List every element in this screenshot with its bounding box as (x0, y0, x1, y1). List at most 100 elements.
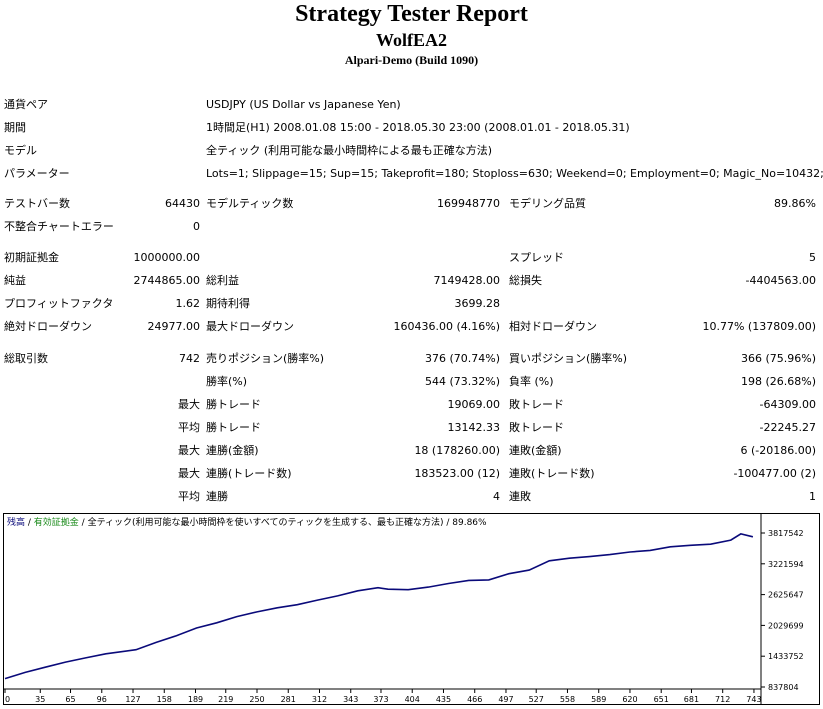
period-value: 1時間足(H1) 2008.01.08 15:00 - 2018.05.30 2… (206, 121, 630, 134)
short-positions-label: 売りポジション(勝率%) (206, 352, 325, 365)
x-tick-label: 712 (715, 695, 730, 704)
params-label: パラメーター (4, 167, 70, 180)
expected-payoff-value: 3699.28 (454, 297, 501, 310)
x-tick-label: 497 (498, 695, 513, 704)
x-tick-label: 35 (35, 695, 45, 704)
chart-legend-text: 残高 / 有効証拠金 / 全ティック(利用可能な最小時間枠を使いすべてのティック… (7, 516, 487, 528)
x-tick-label: 127 (125, 695, 140, 704)
max-cons-losses-count-value: -100477.00 (2) (733, 467, 816, 480)
server-build: Alpari-Demo (Build 1090) (344, 53, 479, 67)
long-positions-label: 買いポジション(勝率%) (509, 352, 628, 365)
average-profit-trade-value: 13142.33 (447, 421, 501, 434)
avg-cons-losses-label: 連敗 (509, 490, 531, 503)
total-trades-label: 総取引数 (4, 352, 48, 365)
gross-profit-value: 7149428.00 (433, 274, 500, 287)
largest-profit-trade-label: 勝トレード (206, 398, 261, 411)
avg-cons-losses-value: 1 (809, 490, 816, 503)
mismatch-label: 不整合チャートエラー (4, 220, 114, 233)
max-cons-amount-word: 最大 (178, 444, 200, 457)
max-cons-losses-count-label: 連敗(トレード数) (509, 467, 595, 480)
balance-line (4, 533, 754, 680)
average-profit-trade-label: 勝トレード (206, 421, 261, 434)
ticks-label: モデルティック数 (206, 197, 294, 210)
y-tick-label: 3817542 (768, 529, 804, 538)
params-value: Lots=1; Slippage=15; Sup=15; Takeprofit=… (206, 167, 823, 180)
net-profit-label: 純益 (4, 274, 26, 287)
y-tick-label: 3221594 (768, 560, 804, 569)
symbol-value: USDJPY (US Dollar vs Japanese Yen) (206, 98, 401, 111)
largest-loss-trade-label: 敗トレード (509, 398, 564, 411)
model-label: モデル (4, 144, 37, 157)
x-tick-label: 343 (343, 695, 358, 704)
balance-chart-svg: 残高 / 有効証拠金 / 全ティック(利用可能な最小時間枠を使いすべてのティック… (3, 513, 820, 705)
spread-value: 5 (809, 251, 816, 264)
x-tick-label: 620 (622, 695, 637, 704)
x-tick-label: 65 (65, 695, 75, 704)
quality-label: モデリング品質 (509, 197, 586, 210)
x-tick-label: 281 (281, 695, 296, 704)
maximal-drawdown-value: 160436.00 (4.16%) (393, 320, 500, 333)
profit-trades-value: 544 (73.32%) (424, 375, 500, 388)
deposit-value: 1000000.00 (133, 251, 200, 264)
largest-loss-trade-value: -64309.00 (759, 398, 816, 411)
x-tick-label: 466 (467, 695, 482, 704)
symbol-label: 通貨ペア (4, 98, 48, 111)
gross-loss-label: 総損失 (509, 274, 542, 287)
x-tick-label: 96 (97, 695, 107, 704)
x-tick-label: 651 (654, 695, 669, 704)
ea-name: WolfEA2 (375, 30, 447, 50)
total-trades-value: 742 (179, 352, 200, 365)
absolute-drawdown-value: 24977.00 (147, 320, 201, 333)
chart-border (3, 513, 820, 705)
bars-value: 64430 (165, 197, 200, 210)
legend-description: 全ティック(利用可能な最小時間枠を使いすべてのティックを生成する、最も正確な方法… (88, 516, 487, 528)
chart-series (4, 533, 754, 680)
average-loss-trade-label: 敗トレード (509, 421, 564, 434)
ticks-value: 169948770 (437, 197, 500, 210)
x-tick-label: 435 (436, 695, 451, 704)
max-cons-wins-amount-label: 連勝(金額) (206, 444, 259, 457)
max-cons-losses-amount-label: 連敗(金額) (509, 444, 562, 457)
x-tick-label: 250 (249, 695, 264, 704)
avg-cons-word: 平均 (178, 490, 200, 503)
largest-word: 最大 (178, 398, 200, 411)
x-tick-label: 589 (591, 695, 606, 704)
absolute-drawdown-label: 絶対ドローダウン (4, 320, 92, 333)
period-label: 期間 (4, 121, 26, 134)
gross-profit-label: 総利益 (206, 274, 239, 287)
loss-trades-label: 負率 (%) (509, 375, 554, 388)
quality-value: 89.86% (774, 197, 816, 210)
max-cons-wins-count-value: 183523.00 (12) (414, 467, 500, 480)
max-cons-losses-amount-value: 6 (-20186.00) (740, 444, 816, 457)
x-tick-label: 373 (373, 695, 388, 704)
relative-drawdown-value: 10.77% (137809.00) (702, 320, 816, 333)
x-tick-label: 743 (746, 695, 761, 704)
y-tick-label: 837804 (768, 683, 799, 692)
average-loss-trade-value: -22245.27 (759, 421, 816, 434)
x-tick-label: 558 (560, 695, 575, 704)
x-tick-label: 681 (684, 695, 699, 704)
x-tick-label: 158 (157, 695, 172, 704)
legend-equity: 有効証拠金 (34, 516, 79, 528)
y-tick-label: 1433752 (768, 652, 804, 661)
x-tick-label: 219 (218, 695, 233, 704)
maximal-drawdown-label: 最大ドローダウン (206, 320, 294, 333)
max-cons-wins-count-label: 連勝(トレード数) (206, 467, 292, 480)
profit-trades-label: 勝率(%) (206, 375, 248, 388)
x-tick-label: 0 (5, 695, 10, 704)
x-axis-ticks: 0 35 65 96 127 158 189 219 250 281 312 343 373 404 435… (4, 689, 762, 704)
largest-profit-trade-value: 19069.00 (447, 398, 501, 411)
profit-factor-label: プロフィットファクタ (4, 297, 114, 310)
loss-trades-value: 198 (26.68%) (740, 375, 816, 388)
x-tick-label: 312 (312, 695, 327, 704)
max-cons-count-word: 最大 (178, 467, 200, 480)
y-tick-label: 2029699 (768, 621, 804, 630)
gross-loss-value: -4404563.00 (745, 274, 816, 287)
x-tick-label: 527 (529, 695, 544, 704)
report-title: Strategy Tester Report (295, 1, 528, 27)
spread-label: スプレッド (509, 251, 564, 264)
mismatch-value: 0 (193, 220, 200, 233)
model-value: 全ティック (利用可能な最小時間枠による最も正確な方法) (206, 144, 493, 157)
max-cons-wins-amount-value: 18 (178260.00) (414, 444, 500, 457)
expected-payoff-label: 期待利得 (206, 297, 250, 310)
